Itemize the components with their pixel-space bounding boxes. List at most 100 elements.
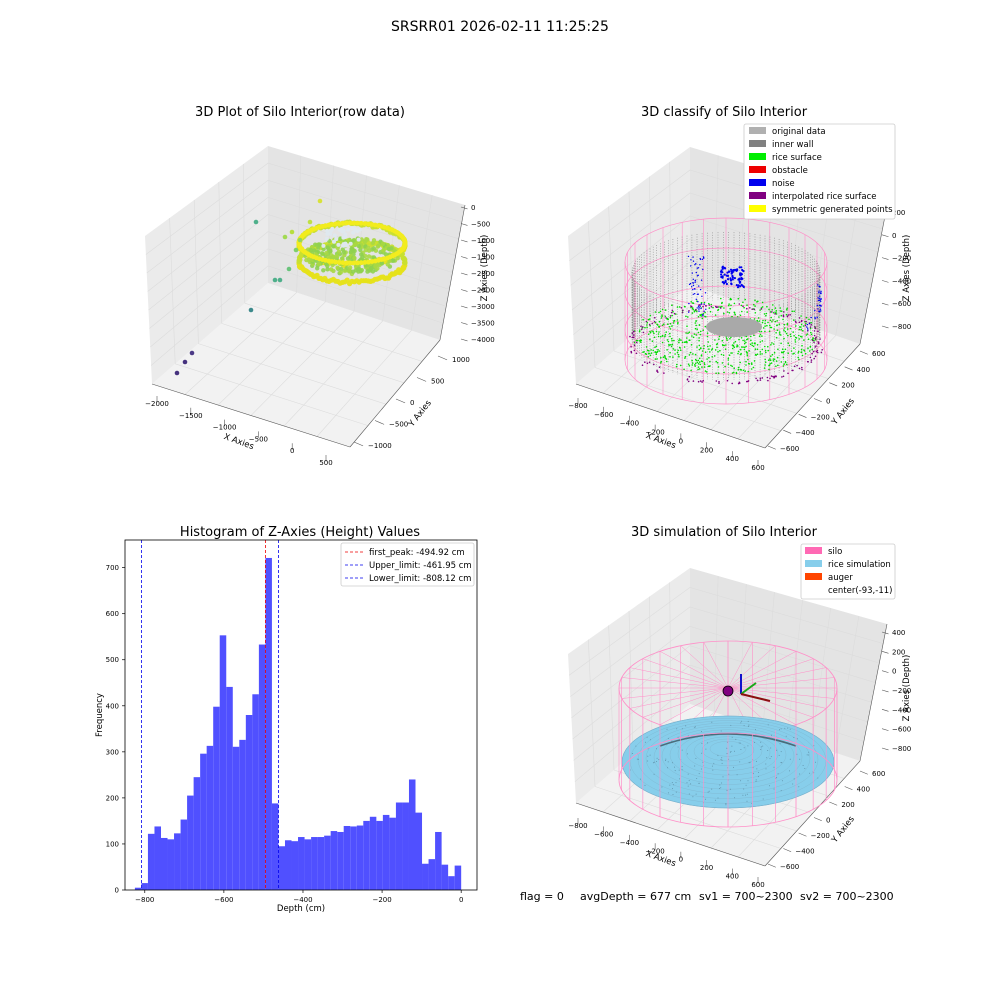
sim-rice-mesh-point [665,744,667,746]
sim-rice-mesh-point [686,782,688,784]
cls-rice-point [767,359,770,362]
cls-noise-point [817,297,819,299]
cls-rice-point [756,348,759,351]
cls-noise-point [688,311,690,313]
cls-rice-point [798,358,800,361]
cls-rice-point [694,322,697,324]
cls-interp-point [767,379,769,382]
sim-rice-mesh-point [718,788,720,789]
sim-rice-mesh-point [755,779,757,781]
cls-y-tick-mark [844,366,853,371]
cls-interp-point [769,377,771,380]
raw-surface-point [321,246,326,252]
raw-surface-point [339,266,344,272]
sim-silo-roof-wire [629,667,729,689]
cls-rice-point [697,368,699,371]
cls-rice-point [800,328,802,331]
sim-rice-mesh-point [789,758,791,760]
sim-rice-mesh-point [776,749,777,751]
cls-interp-point [702,379,704,382]
cls-rice-point [743,342,746,345]
cls-rice-point [727,363,730,365]
sim-rice-mesh-point [696,778,698,779]
raw-surface-point [335,254,340,259]
cls-rice-point [671,343,674,346]
raw-outlier-point [286,266,292,272]
cls-rice-point [737,352,739,355]
cls-rice-point [718,335,721,338]
cls-rice-point [652,331,654,333]
sim-y-tick-mark [859,770,868,775]
cls-rice-point [783,363,785,365]
cls-rice-point [769,363,771,365]
cls-noise-point [737,278,740,281]
cls-rice-point [772,360,775,362]
sim-rice-mesh-point [667,761,669,763]
cls-rice-point [766,324,768,327]
cls-rice-point [676,319,679,321]
cls-noise-point [698,307,700,309]
hist-bar [226,686,233,890]
cls-noise-point [726,278,730,281]
cls-interp-point [795,321,797,324]
cls-pink-ring [624,217,828,307]
cls-noise-point [729,268,733,271]
cls-y-tick-label: −400 [795,429,814,437]
hist-y-tick-label: 200 [106,794,119,802]
sim-rice-mesh-point [687,773,689,775]
cls-noise-point [694,293,696,295]
cls-rice-point [704,370,707,372]
cls-rice-point [693,333,696,335]
cls-interp-point [653,363,655,366]
cls-rice-point [646,326,648,329]
cls-rice-point [800,351,802,354]
cls-rice-point [746,354,749,357]
cls-rice-point [772,358,775,360]
cls-rice-point [695,324,697,327]
cls-rice-point [713,355,716,357]
cls-interp-point [688,375,691,378]
cls-rice-point [684,306,686,308]
sim-rice-mesh-point [687,785,689,787]
cls-rice-point [706,358,708,360]
cls-rice-point [785,309,788,311]
cls-rice-point [657,348,659,351]
cls-rice-point [659,310,662,313]
sim-rice-mesh-point [769,785,770,787]
cls-rice-point [707,345,709,348]
cls-rice-point [730,352,732,354]
cls-y-tick-label: −600 [780,445,799,453]
cls-rice-point [809,346,812,348]
cls-rice-point [787,334,789,337]
cls-rice-point [660,356,662,359]
sim-rice-mesh-point [647,755,649,757]
sim-z-axis [859,623,888,762]
hist-bar [193,777,201,890]
raw-grid-x [184,292,297,395]
sim-silo-roof-wire [680,645,729,689]
cls-interp-point [814,338,817,340]
cls-rice-point [759,341,762,343]
cls-rice-point [791,310,794,313]
cls-interp-point [811,352,813,355]
sim-x-tick-label: 200 [700,864,713,872]
cls-rice-point [690,369,692,372]
raw-highlight-point [332,239,336,244]
sim-y-tick-label: 0 [826,817,830,825]
sim-silo-roof-wire [727,667,827,689]
sim-rice-mesh-point [702,761,704,763]
raw-surface-point [356,244,362,249]
sim-rice-mesh-point [726,741,728,743]
raw-z-tick-label: −1500 [471,254,495,262]
cls-legend-swatch [749,140,766,147]
cls-rice-point [810,331,812,334]
sim-x-tick-label: −600 [594,830,613,838]
sim-rice-mesh-point [665,758,667,760]
sim-rice-mesh-point [754,736,756,738]
cls-rice-point [692,308,695,311]
cls-rice-point [789,327,792,330]
cls-rice-point [726,311,729,313]
cls-rice-point [646,321,649,324]
sim-rice-mesh-point [711,765,713,767]
cls-legend-label: symmetric generated points [772,205,893,215]
